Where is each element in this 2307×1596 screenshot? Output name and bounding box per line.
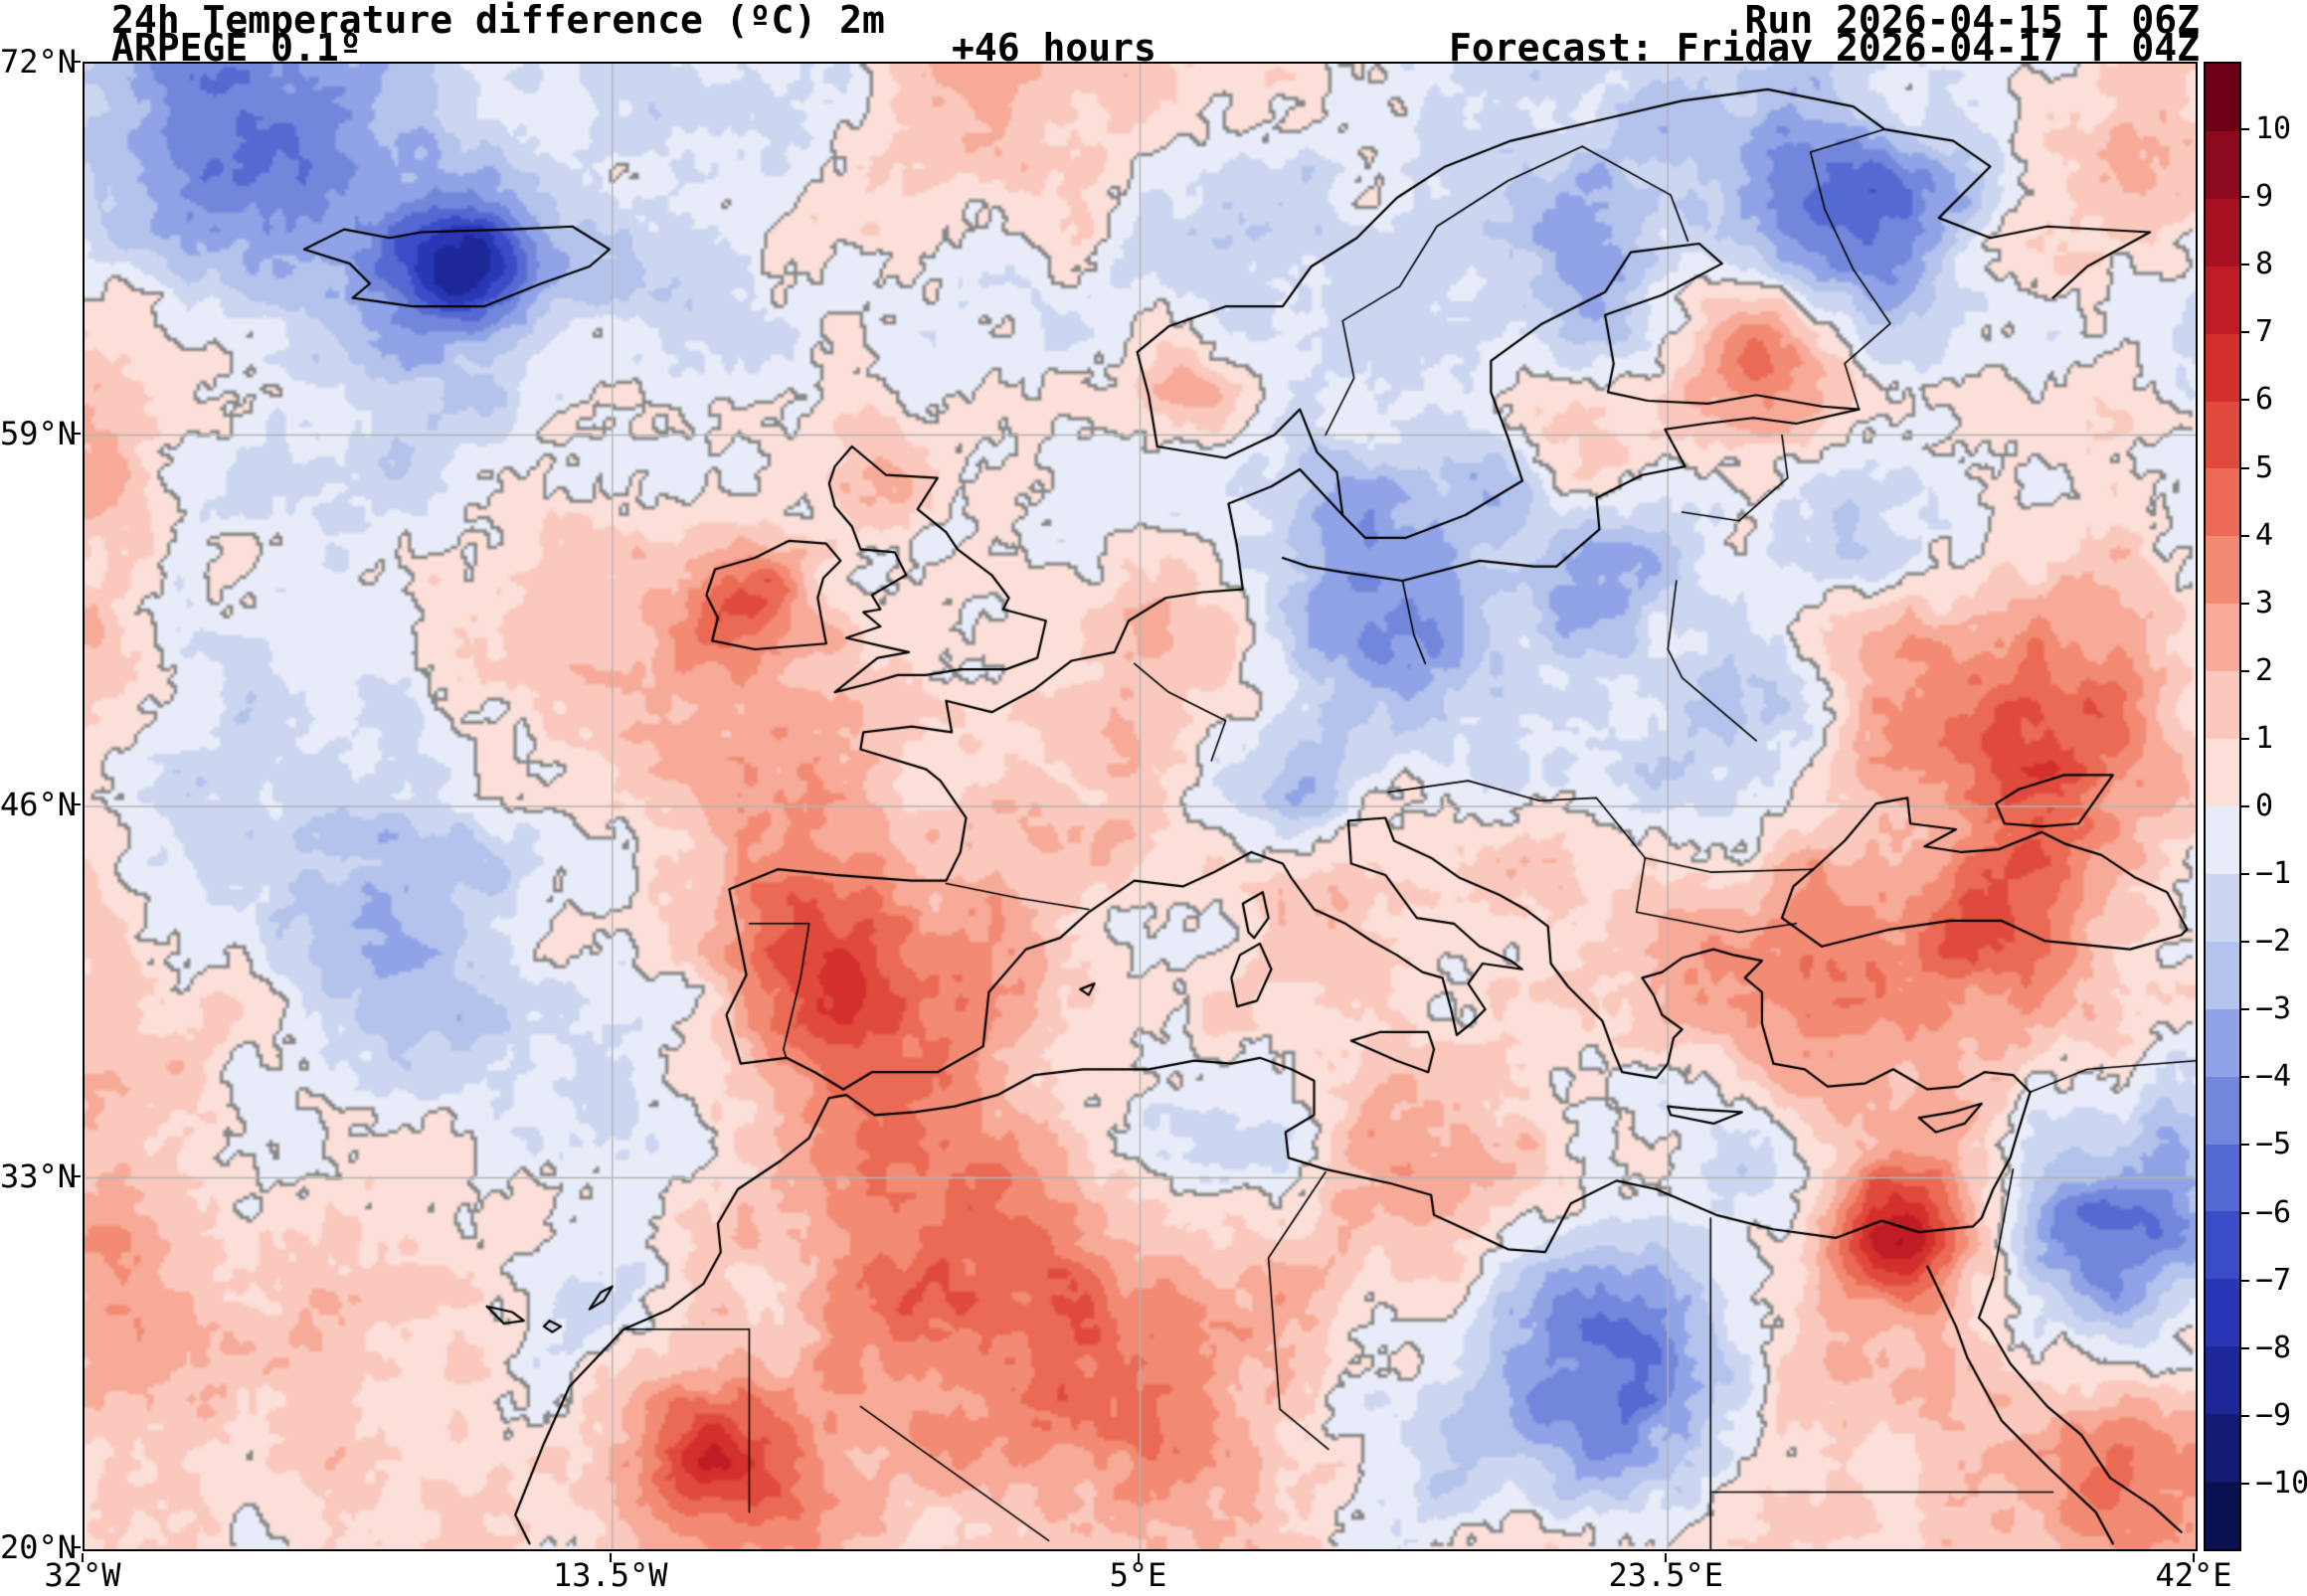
colorbar-segment [2206,266,2239,334]
colorbar-segment [2206,198,2239,266]
colorbar-segment [2206,64,2239,131]
colorbar-tick-label: 1 [2255,720,2274,756]
run-time-label: Run 2026-04-15 T 06Z [1744,0,2200,42]
colorbar-tick-label: −4 [2255,1059,2292,1095]
lat-tick-label: 46°N [0,786,78,823]
colorbar-tick-mark [2241,331,2249,334]
colorbar-tick-label: −2 [2255,924,2292,960]
colorbar-segment [2206,468,2239,537]
colorbar-tick-label: 8 [2255,247,2274,282]
colorbar-tick-label: −7 [2255,1262,2292,1298]
colorbar-tick-label: 10 [2255,111,2292,147]
colorbar-segment [2206,604,2239,672]
colorbar-segment [2206,739,2239,806]
colorbar-tick-label: 4 [2255,517,2274,553]
colorbar [2204,62,2241,1551]
colorbar-tick-label: −1 [2255,856,2292,892]
colorbar-tick-mark [2241,1076,2249,1079]
lat-tick-mark [72,61,81,63]
lon-tick-mark [1137,1553,1140,1562]
map-plot-area [83,62,2198,1551]
colorbar-tick-label: 2 [2255,652,2274,688]
colorbar-tick-label: 0 [2255,789,2274,823]
lead-time-label: +46 hours [952,26,1156,70]
colorbar-segment [2206,873,2239,942]
colorbar-segment [2206,1279,2239,1347]
colorbar-segment [2206,805,2239,874]
colorbar-tick-mark [2241,805,2249,807]
lat-tick-label: 33°N [0,1156,78,1195]
colorbar-segment [2206,130,2239,199]
colorbar-segment [2206,1144,2239,1212]
lon-tick-mark [2193,1553,2195,1562]
colorbar-tick-label: −10 [2255,1465,2307,1501]
colorbar-tick-label: 3 [2255,585,2274,621]
colorbar-tick-mark [2241,128,2249,131]
colorbar-tick-mark [2241,196,2249,199]
colorbar-tick-mark [2241,399,2249,402]
colorbar-tick-mark [2241,1279,2249,1282]
colorbar-tick-mark [2241,466,2249,469]
colorbar-tick-mark [2241,941,2249,944]
lon-tick-mark [82,1553,84,1562]
colorbar-segment [2206,1008,2239,1077]
colorbar-segment [2206,941,2239,1009]
lon-tick-label: 13.5°W [552,1556,668,1594]
colorbar-tick-mark [2241,602,2249,605]
lon-tick-mark [1665,1553,1668,1562]
colorbar-tick-label: −6 [2255,1194,2292,1230]
colorbar-tick-label: −3 [2255,991,2292,1027]
lat-tick-label: 72°N [0,43,78,81]
colorbar-segment [2206,1211,2239,1280]
lat-tick-mark [72,1174,81,1177]
colorbar-tick-label: 7 [2255,314,2274,350]
lon-tick-label: 32°W [44,1556,121,1594]
colorbar-tick-label: −8 [2255,1330,2292,1365]
lon-tick-label: 42°E [2155,1556,2232,1594]
lon-tick-label: 23.5°E [1608,1556,1724,1594]
colorbar-segment [2206,1482,2239,1549]
temperature-difference-field [85,64,2196,1549]
model-label: ARPEGE 0.1º [111,26,362,70]
colorbar-tick-mark [2241,1482,2249,1485]
colorbar-tick-label: 5 [2255,449,2274,485]
colorbar-segment [2206,401,2239,469]
colorbar-segment [2206,333,2239,402]
page-title: 24h Temperature difference (ºC) 2m [111,0,885,42]
colorbar-tick-label: −5 [2255,1127,2292,1162]
lat-tick-mark [72,1546,81,1548]
colorbar-segment [2206,671,2239,740]
colorbar-tick-mark [2241,1008,2249,1011]
colorbar-segment [2206,1346,2239,1415]
colorbar-tick-label: 9 [2255,179,2274,215]
colorbar-tick-mark [2241,264,2249,266]
colorbar-tick-mark [2241,1211,2249,1214]
colorbar-segment [2206,536,2239,605]
colorbar-tick-mark [2241,737,2249,740]
lon-tick-label: 5°E [1109,1556,1167,1594]
lat-tick-label: 20°N [0,1528,78,1566]
colorbar-segment [2206,1076,2239,1145]
colorbar-segment [2206,1414,2239,1483]
lat-tick-mark [72,803,81,805]
colorbar-tick-mark [2241,1144,2249,1147]
lon-tick-mark [609,1553,612,1562]
colorbar-tick-mark [2241,1346,2249,1349]
colorbar-tick-label: −9 [2255,1397,2292,1433]
colorbar-tick-mark [2241,1414,2249,1417]
colorbar-tick-mark [2241,873,2249,876]
forecast-time-label: Forecast: Friday 2026-04-17 T 04Z [1449,26,2200,70]
lat-tick-label: 59°N [0,414,78,452]
lat-tick-mark [72,432,81,435]
colorbar-tick-label: 6 [2255,382,2274,418]
colorbar-tick-mark [2241,534,2249,537]
colorbar-tick-mark [2241,669,2249,672]
